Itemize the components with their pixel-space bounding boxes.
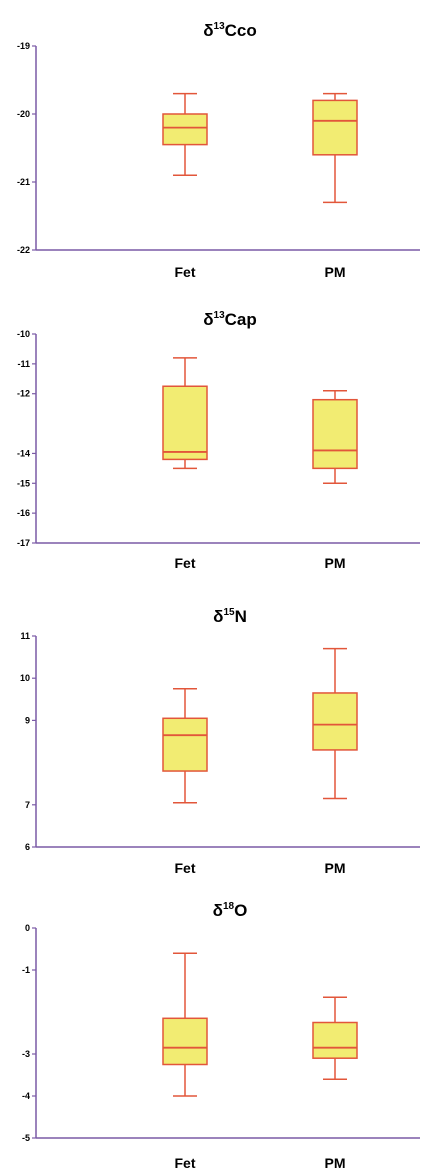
iqr-box	[162, 717, 208, 772]
y-tick-label: -20	[17, 109, 30, 119]
iqr-box	[162, 113, 208, 146]
category-label: PM	[325, 264, 346, 280]
category-label: PM	[325, 555, 346, 571]
iqr-box	[312, 99, 358, 156]
y-tick-label: 0	[25, 923, 30, 933]
chart-panel-2: δ13Cap -10 -11 -12 -14 -15 -16 -17 Fet PM	[17, 310, 420, 571]
title-symbol: δ	[213, 607, 223, 626]
y-tick-label: -4	[22, 1091, 30, 1101]
y-tick-label: -14	[17, 448, 30, 458]
category-label: Fet	[175, 860, 196, 876]
iqr-box	[162, 1017, 208, 1066]
title-symbol: δ	[203, 21, 213, 40]
title-superscript: 13	[214, 310, 226, 321]
title-text: Cco	[225, 21, 257, 40]
y-tick-label: -17	[17, 538, 30, 548]
box-pm	[312, 92, 358, 204]
category-label: Fet	[175, 555, 196, 571]
title-superscript: 18	[223, 901, 235, 912]
box-pm	[312, 996, 358, 1080]
chart-title: δ15N	[213, 607, 247, 626]
chart-title: δ18O	[213, 901, 248, 920]
y-tick-label: -21	[17, 177, 30, 187]
chart-panel-4: δ18O 0 -1 -3 -4 -5 Fet PM	[22, 901, 420, 1171]
category-label: Fet	[175, 1155, 196, 1171]
chart-panel-3: δ15N 11 10 9 7 6 Fet PM	[20, 607, 420, 876]
title-text: N	[235, 607, 247, 626]
iqr-box	[312, 398, 358, 470]
y-tick-label: -16	[17, 508, 30, 518]
chart-title: δ13Cap	[203, 310, 257, 329]
y-tick-label: 7	[25, 800, 30, 810]
box-fet	[162, 92, 208, 176]
y-tick-label: 6	[25, 842, 30, 852]
chart-panel-1: δ13Cco -19 -20 -21 -22 Fet PM	[17, 21, 420, 280]
y-tick-label: 11	[20, 631, 30, 641]
box-fet	[162, 952, 208, 1097]
y-tick-label: -15	[17, 478, 30, 488]
y-tick-label: 10	[20, 673, 30, 683]
y-tick-label: 9	[25, 715, 30, 725]
y-tick-label: -1	[22, 965, 30, 975]
y-tick-label: -19	[17, 41, 30, 51]
box-fet	[162, 688, 208, 804]
box-pm	[312, 647, 358, 800]
y-tick-label: -22	[17, 245, 30, 255]
title-text: Cap	[225, 310, 257, 329]
title-superscript: 13	[214, 21, 226, 32]
y-tick-label: -5	[22, 1133, 30, 1143]
y-tick-label: -12	[17, 389, 30, 399]
category-label: Fet	[175, 264, 196, 280]
chart-title: δ13Cco	[203, 21, 257, 40]
title-symbol: δ	[213, 901, 223, 920]
iqr-box	[312, 1021, 358, 1059]
box-fet	[162, 357, 208, 470]
iqr-box	[312, 692, 358, 751]
y-tick-label: -3	[22, 1049, 30, 1059]
title-text: O	[234, 901, 247, 920]
title-superscript: 15	[223, 607, 235, 618]
category-label: PM	[325, 1155, 346, 1171]
category-label: PM	[325, 860, 346, 876]
box-pm	[312, 389, 358, 485]
y-tick-label: -11	[17, 359, 30, 369]
iqr-box	[162, 385, 208, 461]
title-symbol: δ	[203, 310, 213, 329]
y-tick-label: -10	[17, 329, 30, 339]
